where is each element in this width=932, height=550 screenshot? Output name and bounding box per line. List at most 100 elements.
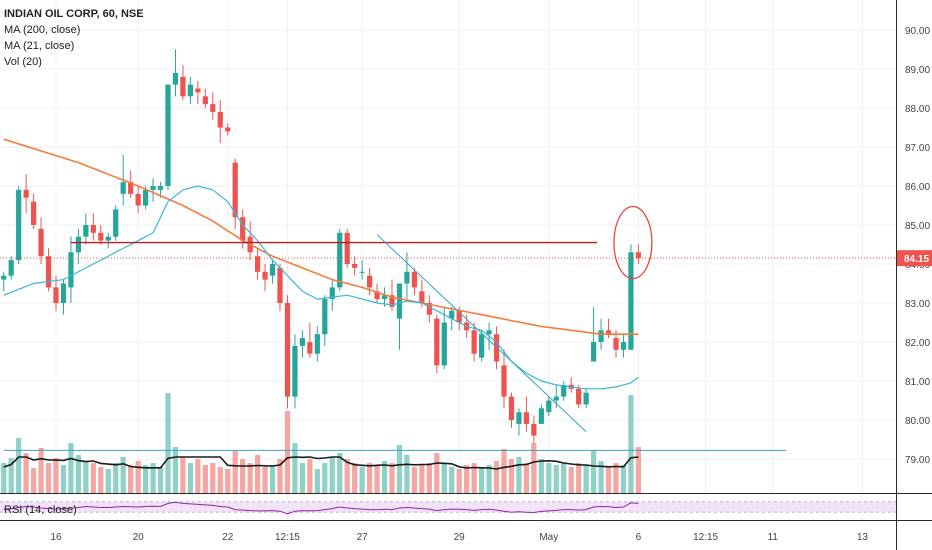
legend-ma200[interactable]: MA (200, close)	[4, 24, 81, 36]
candle-body	[60, 283, 67, 303]
volume-bar	[583, 465, 589, 493]
y-tick-label: 87.00	[905, 143, 930, 154]
volume-bar	[456, 469, 462, 493]
volume-bar	[38, 448, 44, 493]
legend-symbol: INDIAN OIL CORP, 60, NSE	[4, 8, 144, 20]
volume-bar	[561, 463, 567, 493]
volume-bar	[374, 465, 380, 493]
candle-body	[38, 228, 44, 257]
candle-body	[83, 225, 89, 237]
volume-bar	[83, 461, 89, 493]
candle-body	[172, 72, 179, 85]
ma-lines	[3, 138, 639, 390]
candle-body	[411, 271, 418, 288]
candle-body	[605, 330, 612, 335]
volume-bars	[1, 393, 642, 493]
candle-body	[576, 388, 582, 405]
x-tick-label: 22	[222, 532, 234, 543]
legend-vol[interactable]: Vol (20)	[4, 56, 42, 68]
volume-bar	[120, 457, 126, 493]
volume-bar	[598, 461, 604, 493]
candle-body	[635, 252, 642, 259]
volume-bar	[478, 467, 485, 493]
candle-body	[337, 232, 343, 288]
volume-bar	[307, 459, 313, 493]
volume-bar	[493, 461, 500, 493]
volume-bar	[396, 445, 403, 493]
volume-bar	[576, 463, 582, 493]
volume-bar	[232, 451, 238, 493]
candle-body	[516, 412, 522, 424]
y-tick-label: 89.00	[905, 65, 930, 76]
volume-bar	[202, 465, 208, 493]
volume-bar	[157, 467, 164, 493]
volume-bar	[98, 467, 104, 493]
volume-bar	[284, 411, 291, 493]
volume-bar	[269, 465, 276, 493]
rsi-line	[3, 501, 639, 515]
candle-body	[307, 342, 313, 354]
candle-body	[113, 209, 119, 237]
volume-bar	[165, 393, 171, 493]
volume-bar	[464, 465, 470, 493]
volume-bar	[23, 453, 29, 493]
volume-bar	[359, 467, 365, 493]
volume-bar	[187, 463, 194, 493]
legend: INDIAN OIL CORP, 60, NSE MA (200, close)…	[4, 6, 144, 70]
candle-body	[150, 186, 156, 190]
highlight-ellipse	[613, 205, 653, 280]
candle-body	[157, 186, 164, 190]
candle-body	[426, 303, 432, 315]
volume-bar	[531, 443, 537, 493]
candle-body	[75, 236, 82, 253]
candle-body	[598, 330, 604, 342]
volume-bar	[337, 453, 343, 493]
volume-bar	[411, 467, 418, 493]
rsi-pane	[0, 493, 932, 521]
price-tag-label: 84.15	[904, 254, 929, 265]
volume-bar	[628, 395, 634, 493]
volume-bar	[635, 447, 642, 493]
volume-bar	[329, 457, 335, 493]
candle-body	[16, 189, 22, 261]
volume-bar	[45, 463, 52, 493]
volume-bar	[389, 463, 395, 493]
rsi-legend[interactable]: RSI (14, close)	[4, 504, 77, 516]
candle-body	[389, 295, 395, 307]
candle-body	[456, 310, 462, 323]
candle-body	[135, 193, 141, 206]
x-tick-label: 29	[454, 532, 466, 543]
volume-bar	[344, 459, 350, 493]
candle-body	[434, 318, 440, 366]
volume-bar	[381, 461, 388, 493]
candle-body	[352, 264, 358, 268]
candle-body	[374, 291, 380, 300]
candle-body	[299, 338, 306, 346]
x-tick-label: May	[539, 532, 558, 543]
axes: 90.0089.0088.0087.0086.0085.0084.0083.00…	[50, 0, 932, 550]
volume-bar	[277, 459, 283, 493]
candle-body	[45, 256, 52, 288]
x-tick-label: 12:15	[693, 532, 718, 543]
candle-body	[344, 232, 350, 264]
candle-body	[449, 310, 455, 319]
volume-bar	[195, 459, 201, 493]
candle-body	[187, 84, 194, 97]
x-tick-label: 27	[357, 532, 369, 543]
candle-body	[538, 408, 544, 424]
ma200-line	[3, 138, 639, 336]
volume-bar	[8, 458, 14, 493]
candle-body	[471, 330, 477, 354]
candle-body	[366, 275, 373, 288]
legend-ma21[interactable]: MA (21, close)	[4, 40, 75, 52]
volume-bar	[292, 443, 298, 493]
volume-bar	[322, 463, 328, 493]
volume-bar	[471, 463, 477, 493]
volume-ma	[3, 456, 639, 470]
y-tick-label: 80.00	[905, 416, 930, 427]
candle-body	[284, 303, 291, 397]
candle-body	[120, 182, 126, 194]
x-tick-label: 16	[50, 532, 62, 543]
candle-body	[217, 111, 223, 128]
volume-bar	[68, 443, 74, 493]
